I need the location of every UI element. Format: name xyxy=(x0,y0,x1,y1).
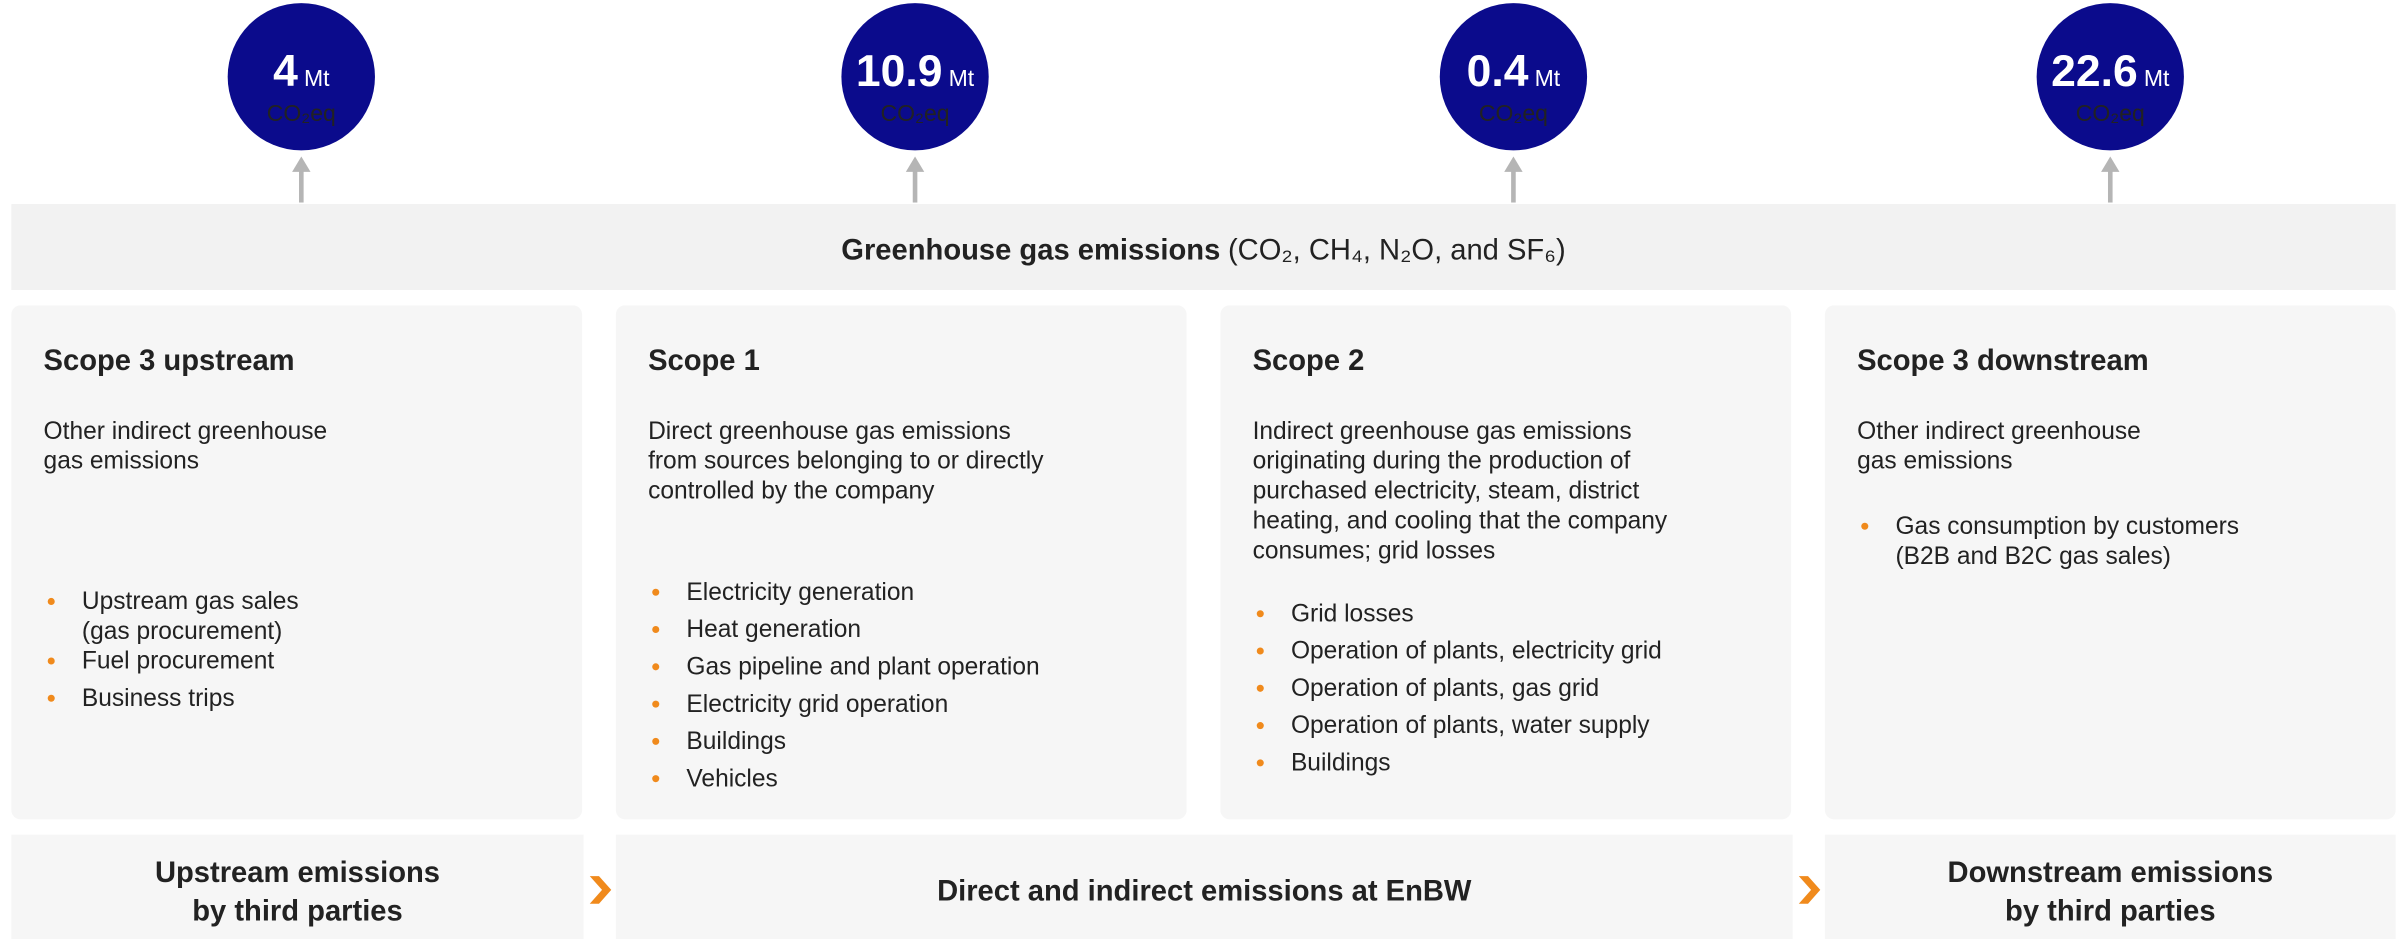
bullet-text: Operation of plants, gas grid xyxy=(1291,675,1599,702)
circle-value: 10.9 Mt xyxy=(856,47,975,96)
bullet-text: Grid losses xyxy=(1291,600,1414,627)
scope-description: gas emissions xyxy=(44,448,199,475)
footer-text: by third parties xyxy=(2005,896,2216,928)
footer-box xyxy=(11,834,584,939)
bullet-dot xyxy=(652,588,660,596)
arrow-head xyxy=(292,156,311,172)
arrow-head xyxy=(1504,156,1523,172)
scope-description: originating during the production of xyxy=(1253,448,1631,475)
scope-card xyxy=(1220,305,1792,820)
value-circle xyxy=(1439,3,1588,151)
value: 22.6 xyxy=(2051,47,2138,96)
footer-text: Direct and indirect emissions at EnBW xyxy=(937,876,1472,908)
bullet-dot xyxy=(1256,610,1264,618)
scope-description: purchased electricity, steam, district xyxy=(1253,478,1640,505)
circle-value: 0.4 Mt xyxy=(1467,47,1561,96)
value-circle xyxy=(841,3,989,151)
bullet-text: Operation of plants, electricity grid xyxy=(1291,638,1662,665)
scope-description: from sources belonging to or directly xyxy=(648,448,1044,475)
scope-description: Other indirect greenhouse xyxy=(1857,418,2141,445)
scope-description: controlled by the company xyxy=(648,478,935,505)
bullet-text: Operation of plants, water supply xyxy=(1291,712,1650,739)
bullet-dot xyxy=(652,626,660,634)
circle-value: 4 Mt xyxy=(273,47,330,96)
unit: Mt xyxy=(304,65,330,91)
bullet-dot xyxy=(1256,759,1264,767)
scope-description: heating, and cooling that the company xyxy=(1253,508,1668,535)
value: 0.4 xyxy=(1467,47,1529,96)
bullet-dot xyxy=(652,663,660,671)
circle-label: CO₂eq xyxy=(2076,100,2145,126)
bullet-text: Upstream gas sales xyxy=(82,588,299,615)
footer-text: Downstream emissions xyxy=(1948,857,2274,889)
scope-description: consumes; grid losses xyxy=(1253,537,1496,564)
bullet-text: Gas consumption by customers xyxy=(1895,513,2239,540)
value: 4 xyxy=(273,47,298,96)
scope-card xyxy=(11,305,583,820)
banner xyxy=(11,204,2396,290)
value-circle xyxy=(2036,3,2184,151)
bullet-text: (gas procurement) xyxy=(82,618,282,645)
bullet-text: Electricity generation xyxy=(686,579,914,606)
footer-text: Upstream emissions xyxy=(155,857,440,889)
scope-description: Indirect greenhouse gas emissions xyxy=(1253,418,1632,445)
scope-description: Other indirect greenhouse xyxy=(44,418,328,445)
value-circle xyxy=(227,3,375,151)
scope-description: gas emissions xyxy=(1857,448,2012,475)
scope-title: Scope 2 xyxy=(1253,345,1365,377)
banner-text: Greenhouse gas emissions (CO₂, CH₄, N₂O, … xyxy=(841,234,1565,266)
value: 10.9 xyxy=(856,47,943,96)
bullet-text: Electricity grid operation xyxy=(686,691,948,718)
bullet-dot xyxy=(47,694,55,702)
scope-title: Scope 3 upstream xyxy=(44,345,295,377)
bullet-text: (B2B and B2C gas sales) xyxy=(1895,543,2170,570)
bullet-text: Buildings xyxy=(1291,750,1391,777)
chevron xyxy=(589,876,612,904)
chevrons xyxy=(589,876,1821,904)
scope-card xyxy=(1824,305,2396,820)
bullet-dot xyxy=(47,597,55,605)
scope-title: Scope 3 downstream xyxy=(1857,345,2149,377)
bullet-text: Heat generation xyxy=(686,616,861,643)
circle-label: CO₂eq xyxy=(267,100,336,126)
circle-label: CO₂eq xyxy=(881,100,950,126)
bullet-dot xyxy=(1256,647,1264,655)
bullet-text: Gas pipeline and plant operation xyxy=(686,653,1039,680)
circle-value: 22.6 Mt xyxy=(2051,47,2170,96)
bullet-dot xyxy=(652,700,660,708)
unit: Mt xyxy=(949,65,975,91)
bullet-dot xyxy=(1256,722,1264,730)
bullet-dot xyxy=(1861,522,1869,530)
scope-description: Direct greenhouse gas emissions xyxy=(648,418,1011,445)
scope-title: Scope 1 xyxy=(648,345,760,377)
bullet-text: Vehicles xyxy=(686,765,777,792)
bullet-text: Buildings xyxy=(686,728,786,755)
banner-title: Greenhouse gas emissions xyxy=(841,234,1220,266)
banner-detail: (CO₂, CH₄, N₂O, and SF₆) xyxy=(1228,234,1566,266)
arrow-head xyxy=(2101,156,2120,172)
footer-box xyxy=(615,834,1793,939)
footer-text: by third parties xyxy=(192,896,403,928)
bullet-text: Business trips xyxy=(82,685,235,712)
unit: Mt xyxy=(1535,65,1561,91)
circle-label: CO₂eq xyxy=(1479,100,1548,126)
scope-card xyxy=(615,305,1187,820)
bullet-dot xyxy=(47,657,55,665)
footer-box xyxy=(1824,834,2396,939)
bullet-text: Fuel procurement xyxy=(82,648,274,675)
bullet-dot xyxy=(1256,684,1264,692)
arrow-head xyxy=(905,156,925,172)
bullet-dot xyxy=(652,737,660,745)
bullet-dot xyxy=(652,775,660,783)
unit: Mt xyxy=(2144,65,2170,91)
chevron xyxy=(1798,876,1821,904)
